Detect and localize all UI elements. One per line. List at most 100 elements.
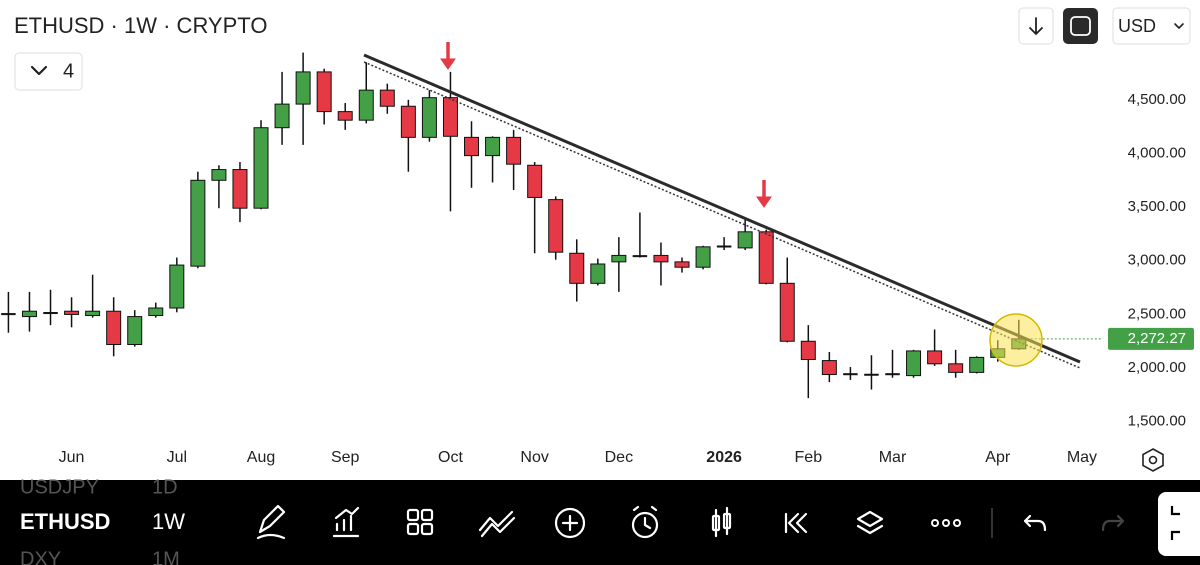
draw-tool[interactable] [256,504,286,540]
candle-body [464,136,480,157]
highlight-circle [989,313,1043,367]
candle-body [190,179,206,267]
prev-interval: 1D [152,476,178,498]
plot: 1,500.00 2,000.00 2,500.00 3,000.00 3,500.00… [1,52,1194,466]
candle-body [611,254,627,263]
x-tick-label: Dec [605,449,633,466]
trend-line-dotted [363,61,1081,369]
candle-body [590,263,606,284]
toolbar [0,480,1200,565]
candle-body [442,97,458,137]
x-tick-label: Mar [879,449,907,466]
prev-symbol: USDJPY [20,476,99,498]
candle-body [906,350,922,377]
candle-body [800,340,816,361]
currency-button[interactable] [1112,7,1191,45]
candle-body [169,264,185,309]
layout-tool[interactable] [406,508,434,536]
replay-tool[interactable] [784,512,808,534]
candle-body [253,127,269,209]
arrow [440,42,772,208]
next-symbol: DXY [20,548,61,565]
y-tick-label: 4,000.00 [1128,144,1186,161]
candle-body [337,111,353,121]
candle-body [485,136,501,157]
symbol-title: ETHUSD · 1W · CRYPTO [14,13,267,38]
candle-body [295,71,311,105]
candle-body [358,89,374,121]
candle-body [85,310,101,317]
scale-icon [1070,16,1091,36]
candle-body [864,373,879,376]
objects-tool[interactable] [856,510,884,535]
candle-body [843,373,858,376]
candle-body [779,282,795,342]
auto-scale-button[interactable] [1063,8,1098,44]
currency: USD [1118,16,1156,36]
settings-icon[interactable] [1142,448,1164,472]
y-tick-label: 4,500.00 [1128,91,1186,108]
chevron [30,65,48,76]
trend-line [363,53,1081,364]
x-tick-label: Oct [438,449,463,466]
candle-body [716,245,732,248]
candle-body [106,310,122,345]
y-tick-label: 2,000.00 [1128,359,1186,376]
indicators-tool[interactable] [332,506,360,538]
chevron [1174,23,1184,29]
last-price-tag [1108,327,1194,350]
candle-body [927,350,943,365]
candle-body [211,169,227,181]
candle-body [969,356,985,373]
candle-body [695,246,711,268]
next-interval: 1M [152,548,180,565]
interval[interactable]: 1W [152,509,185,534]
x-tick-label: Feb [795,449,823,466]
redo[interactable] [1101,514,1125,532]
y-tick-label: 3,500.00 [1128,198,1186,215]
candle-body [421,97,437,138]
candle-body [527,164,543,198]
candle-body [148,307,164,317]
fullscreen-button[interactable] [1158,492,1200,556]
fullscreen-icon [1170,506,1180,540]
add-tool[interactable] [554,507,586,539]
candle-body [569,252,585,284]
candle-body [1,313,16,316]
candle-body [653,254,669,263]
undo[interactable] [1023,514,1047,532]
candle-body [506,136,522,165]
tool-icons [256,492,1200,556]
x-tick-label: Jul [167,449,187,466]
indicator-count: 4 [63,60,74,82]
candle-body [821,360,837,376]
candle-body [379,89,395,107]
settings-dot [1148,455,1158,465]
y-tick-label: 2,500.00 [1128,305,1186,322]
y-tick-label: 1,500.00 [1128,413,1186,430]
candle-body [127,316,143,345]
x-tick-label: Nov [520,449,548,466]
candle-body [64,310,80,315]
candle-body [885,373,900,376]
indicator-toggle[interactable] [14,52,83,91]
x-tick-label: Jun [59,449,85,466]
more-tool[interactable] [931,519,961,527]
x-tick-label: Apr [985,449,1011,466]
candle-body [674,261,690,268]
alert-tool[interactable] [631,505,659,539]
x-tick-label: May [1067,449,1097,466]
candle-body [737,231,753,249]
candle-body [758,231,774,284]
symbol[interactable]: ETHUSD [20,509,110,534]
candle-body [632,255,648,258]
chart-bg [0,0,1200,480]
candle-body [316,71,332,113]
compare-tool[interactable] [478,510,516,538]
x-tick-label: Aug [247,449,275,466]
candle-body [948,363,964,373]
down-icon [1029,17,1043,35]
chart-type-tool[interactable] [711,506,732,538]
candle-body [400,105,416,138]
